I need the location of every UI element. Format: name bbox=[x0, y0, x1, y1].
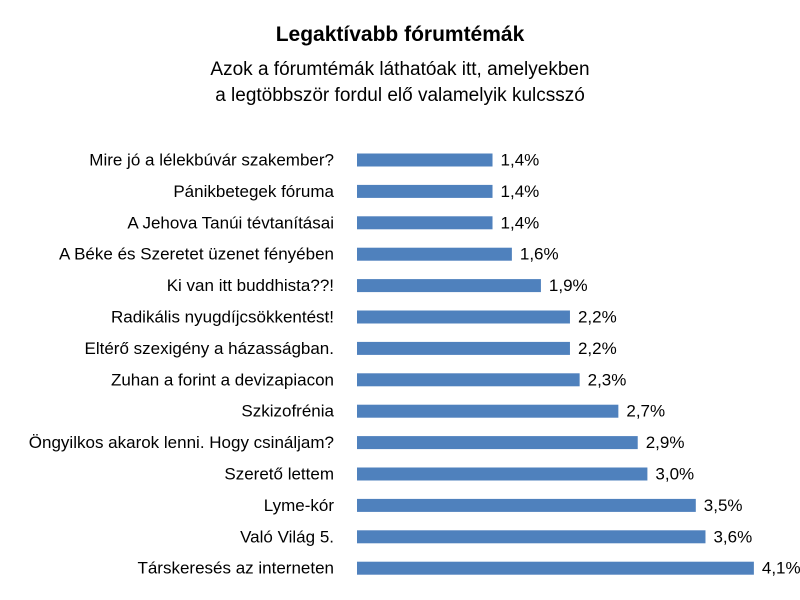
bar bbox=[357, 247, 512, 261]
value-label: 3,5% bbox=[704, 496, 743, 515]
bar-row: Radikális nyugdíjcsökkentést! 2,2% bbox=[111, 308, 617, 327]
value-label: 2,9% bbox=[646, 433, 685, 452]
bar bbox=[357, 498, 696, 512]
bar-row: Szkizofrénia 2,7% bbox=[241, 402, 665, 421]
category-label: Radikális nyugdíjcsökkentést! bbox=[111, 308, 334, 327]
bar bbox=[357, 404, 619, 418]
bar-row: Ki van itt buddhista??! 1,9% bbox=[167, 276, 588, 295]
chart-subtitle-line-2: a legtöbbször fordul elő valamelyik kulc… bbox=[215, 85, 585, 106]
bar bbox=[357, 561, 754, 575]
chart-subtitle-line-1: Azok a fórumtémák láthatóak itt, amelyek… bbox=[210, 59, 590, 80]
category-label: Való Világ 5. bbox=[240, 527, 334, 546]
category-label: Zuhan a forint a devizapiacon bbox=[111, 370, 334, 389]
value-label: 2,7% bbox=[626, 402, 665, 421]
value-label: 1,4% bbox=[501, 213, 540, 232]
category-label: Társkeresés az interneten bbox=[137, 559, 334, 578]
bar-row: Pánikbetegek fóruma 1,4% bbox=[173, 182, 539, 201]
category-label: Pánikbetegek fóruma bbox=[173, 182, 334, 201]
value-label: 1,6% bbox=[520, 245, 559, 264]
value-label: 1,9% bbox=[549, 276, 588, 295]
value-label: 1,4% bbox=[501, 182, 540, 201]
bar-row: Társkeresés az interneten 4,1% bbox=[137, 559, 800, 578]
bar-row: Lyme-kór 3,5% bbox=[264, 496, 743, 515]
bar bbox=[357, 310, 570, 324]
bar-row: Való Világ 5. 3,6% bbox=[240, 527, 752, 546]
category-label: Szerető lettem bbox=[224, 465, 334, 484]
bar bbox=[357, 467, 648, 481]
bar-row: Eltérő szexigény a házasságban. 2,2% bbox=[85, 339, 617, 358]
bar-row: A Béke és Szeretet üzenet fényében 1,6% bbox=[59, 245, 559, 264]
value-label: 4,1% bbox=[762, 559, 800, 578]
value-label: 2,2% bbox=[578, 339, 617, 358]
category-label: A Béke és Szeretet üzenet fényében bbox=[59, 245, 334, 264]
bar bbox=[357, 153, 493, 167]
bar bbox=[357, 373, 580, 387]
category-label: Szkizofrénia bbox=[241, 402, 334, 421]
category-label: Öngyilkos akarok lenni. Hogy csináljam? bbox=[29, 433, 334, 452]
bar bbox=[357, 341, 570, 355]
category-label: Lyme-kór bbox=[264, 496, 335, 515]
bar-row: A Jehova Tanúi tévtanításai 1,4% bbox=[127, 213, 539, 232]
bar-row: Szerető lettem 3,0% bbox=[224, 465, 694, 484]
value-label: 2,3% bbox=[588, 370, 627, 389]
bar bbox=[357, 530, 706, 544]
category-label: Ki van itt buddhista??! bbox=[167, 276, 334, 295]
value-label: 3,6% bbox=[713, 527, 752, 546]
value-label: 3,0% bbox=[655, 465, 694, 484]
bar-row: Zuhan a forint a devizapiacon 2,3% bbox=[111, 370, 626, 389]
value-label: 1,4% bbox=[501, 151, 540, 170]
bar bbox=[357, 216, 493, 230]
value-label: 2,2% bbox=[578, 308, 617, 327]
category-label: A Jehova Tanúi tévtanításai bbox=[127, 213, 334, 232]
bar bbox=[357, 184, 493, 198]
bar bbox=[357, 436, 638, 450]
bar-row: Öngyilkos akarok lenni. Hogy csináljam? 2… bbox=[29, 433, 685, 452]
category-label: Mire jó a lélekbúvár szakember? bbox=[89, 151, 334, 170]
bar bbox=[357, 279, 541, 293]
chart-title: Legaktívabb fórumtémák bbox=[275, 23, 525, 46]
category-label: Eltérő szexigény a házasságban. bbox=[85, 339, 335, 358]
bar-row: Mire jó a lélekbúvár szakember? 1,4% bbox=[89, 151, 539, 170]
